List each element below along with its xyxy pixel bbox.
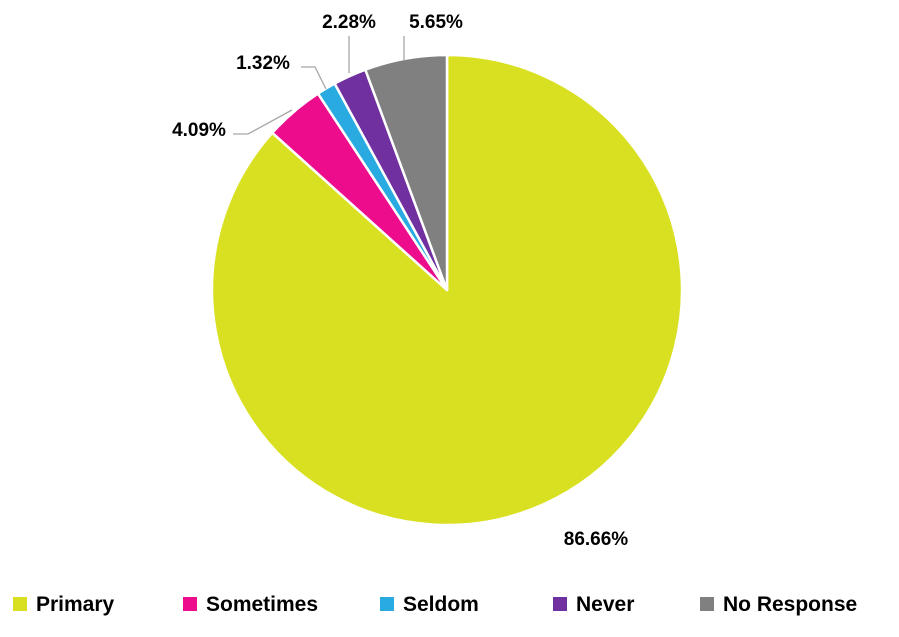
legend-item-primary: Primary (13, 593, 115, 616)
data-label-never: 2.28% (322, 12, 376, 33)
legend-item-sometimes: Sometimes (183, 593, 318, 616)
legend-label-no-response: No Response (723, 593, 857, 616)
data-label-seldom: 1.32% (236, 53, 290, 74)
leader-lines (233, 36, 405, 135)
legend-item-no-response: No Response (700, 593, 857, 616)
legend-swatch-seldom (380, 597, 394, 611)
leader-line-sometimes (233, 109, 293, 135)
data-label-no-response: 5.65% (409, 12, 463, 33)
legend-label-never: Never (576, 593, 634, 616)
legend-label-sometimes: Sometimes (206, 593, 318, 616)
legend-item-never: Never (553, 593, 634, 616)
data-labels: 86.66% 4.09% 1.32% 2.28% 5.65% (172, 12, 628, 550)
legend-label-seldom: Seldom (403, 593, 479, 616)
data-label-sometimes: 4.09% (172, 120, 226, 141)
legend-item-seldom: Seldom (380, 593, 479, 616)
leader-line-seldom (301, 66, 327, 90)
legend-swatch-primary (13, 597, 27, 611)
pie-slices (210, 53, 684, 527)
legend-swatch-never (553, 597, 567, 611)
data-label-primary: 86.66% (564, 529, 629, 550)
legend: Primary Sometimes Seldom Never No Response (13, 593, 857, 616)
legend-swatch-no-response (700, 597, 714, 611)
legend-swatch-sometimes (183, 597, 197, 611)
legend-label-primary: Primary (36, 593, 115, 616)
pie-slice-no-response (364, 53, 449, 292)
